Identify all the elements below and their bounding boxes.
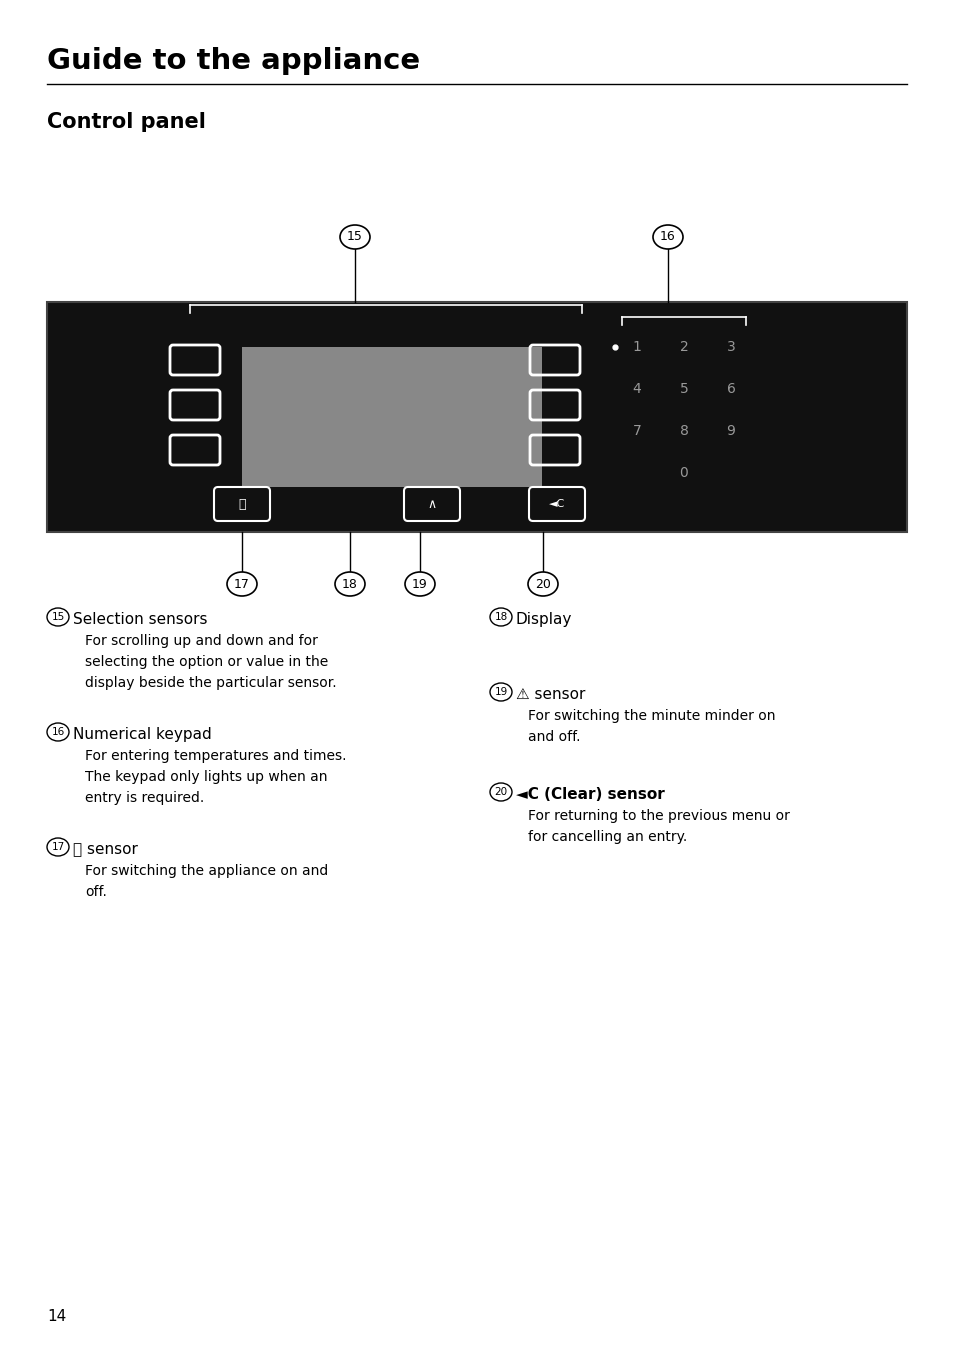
Text: 20: 20	[494, 787, 507, 796]
Ellipse shape	[490, 783, 512, 800]
Text: 14: 14	[47, 1309, 66, 1324]
Ellipse shape	[527, 572, 558, 596]
Text: ∧: ∧	[427, 498, 436, 511]
Text: 17: 17	[51, 842, 65, 852]
Text: 19: 19	[412, 577, 428, 591]
Text: ◄C (Clear) sensor: ◄C (Clear) sensor	[516, 787, 664, 802]
Text: For switching the appliance on and
off.: For switching the appliance on and off.	[85, 864, 328, 899]
Text: For switching the minute minder on
and off.: For switching the minute minder on and o…	[527, 708, 775, 744]
Text: 16: 16	[659, 230, 675, 243]
Text: ⚠ sensor: ⚠ sensor	[516, 687, 585, 702]
Ellipse shape	[335, 572, 365, 596]
Ellipse shape	[339, 224, 370, 249]
Text: 15: 15	[51, 612, 65, 622]
Text: Control panel: Control panel	[47, 112, 206, 132]
Text: 18: 18	[494, 612, 507, 622]
Text: ⓾ sensor: ⓾ sensor	[73, 842, 138, 857]
Text: For entering temperatures and times.
The keypad only lights up when an
entry is : For entering temperatures and times. The…	[85, 749, 346, 806]
Text: 16: 16	[51, 727, 65, 737]
FancyBboxPatch shape	[47, 301, 906, 531]
FancyBboxPatch shape	[242, 347, 541, 487]
Text: For returning to the previous menu or
for cancelling an entry.: For returning to the previous menu or fo…	[527, 808, 789, 844]
Text: 4: 4	[632, 383, 640, 396]
Text: 3: 3	[726, 339, 735, 354]
Text: Display: Display	[516, 612, 572, 627]
Text: Numerical keypad: Numerical keypad	[73, 727, 212, 742]
Text: 8: 8	[679, 425, 688, 438]
Text: 19: 19	[494, 687, 507, 698]
Text: 2: 2	[679, 339, 688, 354]
Text: ⏻: ⏻	[238, 498, 246, 511]
Text: 5: 5	[679, 383, 688, 396]
Ellipse shape	[227, 572, 256, 596]
Ellipse shape	[47, 723, 69, 741]
Text: ◄C: ◄C	[548, 499, 564, 508]
Ellipse shape	[652, 224, 682, 249]
Text: 18: 18	[342, 577, 357, 591]
Text: 7: 7	[632, 425, 640, 438]
Text: 0: 0	[679, 466, 688, 480]
Text: Selection sensors: Selection sensors	[73, 612, 208, 627]
Ellipse shape	[490, 683, 512, 700]
Text: 6: 6	[726, 383, 735, 396]
Text: 1: 1	[632, 339, 640, 354]
Text: 20: 20	[535, 577, 551, 591]
Text: 17: 17	[233, 577, 250, 591]
Text: For scrolling up and down and for
selecting the option or value in the
display b: For scrolling up and down and for select…	[85, 634, 336, 691]
Ellipse shape	[47, 608, 69, 626]
Ellipse shape	[47, 838, 69, 856]
Text: Guide to the appliance: Guide to the appliance	[47, 47, 419, 74]
Ellipse shape	[490, 608, 512, 626]
Text: 9: 9	[726, 425, 735, 438]
Text: 15: 15	[347, 230, 362, 243]
Ellipse shape	[405, 572, 435, 596]
